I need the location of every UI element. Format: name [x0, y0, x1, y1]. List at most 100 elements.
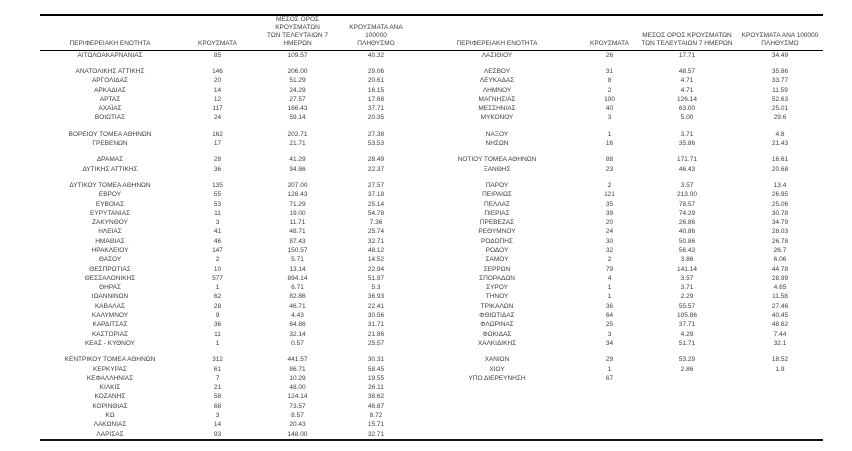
table-header: ΠΕΡΙΦΕΡΕΙΑΚΗ ΕΝΟΤΗΤΑ ΚΡΟΥΣΜΑΤΑ ΜΕΣΟΣ ΟΡΟ… — [40, 15, 823, 51]
per100k-cell: 32.1 — [773, 339, 787, 347]
cases-cell: 34 — [605, 339, 614, 347]
region-cell: ΑΧΑΪΑΣ — [98, 105, 122, 113]
avg7-cell: 3.57 — [680, 181, 694, 189]
region-cell: ΑΡΓΟΛΙΔΑΣ — [91, 77, 129, 85]
table-row: ΛΑΡΙΣΑΣ 93 148.00 32.71 — [40, 430, 823, 440]
table-row: ΗΛΕΙΑΣ 41 48.71 25.74 ΡΕΘΥΜΝΟΥ 24 40.86 28.03 — [40, 228, 823, 237]
cases-cell — [582, 430, 637, 440]
region-cell: ΘΕΣΣΑΛΟΝΙΚΗΣ — [84, 274, 136, 282]
region-cell: ΚΕΑΣ - ΚΥΘΝΟΥ — [84, 339, 136, 347]
separator-cell — [40, 60, 823, 67]
avg7-cell: 94.86 — [289, 165, 306, 173]
region-cell: ΚΕΝΤΡΙΚΟΥ ΤΟΜΕΑ ΑΘΗΝΩΝ — [64, 356, 156, 364]
table-row: ΘΗΡΑΣ 1 6.71 5.3 ΣΥΡΟΥ 1 3.71 4.65 — [40, 284, 823, 293]
table-row: ΚΕΦΑΛΛΗΝΙΑΣ 7 10.29 19.55 ΥΠΟ ΔΙΕΡΕΥΝΗΣΗ 67 — [40, 374, 823, 383]
cases-cell: 25 — [605, 321, 614, 329]
cases-cell: 1 — [607, 365, 612, 373]
header-cases-right-label: ΚΡΟΥΣΜΑΤΑ — [590, 40, 629, 47]
per100k-cell — [737, 421, 823, 430]
header-per100k-right: ΚΡΟΥΣΜΑΤΑ ΑΝΑ 100000 ΠΛΗΘΥΣΜΟ — [737, 15, 823, 51]
region-cell: ΛΕΥΚΑΔΑΣ — [479, 77, 515, 85]
cases-cell: 55 — [213, 191, 222, 199]
avg7-cell: 17.71 — [678, 51, 696, 59]
table-row: ΚΑΡΔΙΤΣΑΣ 36 64.86 31.71 ΦΛΩΡΙΝΑΣ 25 37.71 48.6… — [40, 321, 823, 330]
region-cell: ΚΕΦΑΛΛΗΝΙΑΣ — [86, 374, 134, 382]
region-cell: ΑΡΤΑΣ — [99, 95, 121, 103]
cases-cell: 121 — [604, 191, 615, 199]
separator-cell — [40, 174, 823, 181]
avg7-cell: 48.57 — [678, 67, 696, 75]
per100k-cell: 6.06 — [773, 256, 787, 264]
per100k-cell: 21.43 — [771, 140, 789, 148]
region-cell: ΘΕΣΠΡΩΤΙΑΣ — [89, 265, 131, 273]
cases-cell: 93 — [213, 430, 222, 438]
per100k-cell: 1.9 — [775, 365, 785, 373]
region-cell: ΚΑΡΔΙΤΣΑΣ — [92, 321, 128, 329]
per100k-cell — [737, 384, 823, 393]
cases-cell: 68 — [213, 402, 222, 410]
cases-cell: 100 — [604, 95, 615, 103]
per100k-cell: 11.59 — [772, 86, 788, 94]
header-region-right-label: ΠΕΡΙΦΕΡΕΙΑΚΗ ΕΝΟΤΗΤΑ — [456, 40, 538, 47]
region-cell: ΚΕΡΚΥΡΑΣ — [93, 365, 127, 373]
header-region-left-label: ΠΕΡΙΦΕΡΕΙΑΚΗ ΕΝΟΤΗΤΑ — [69, 40, 151, 47]
avg7-cell: 207.00 — [287, 181, 308, 189]
per100k-cell: 28.03 — [771, 228, 789, 236]
cases-cell: 7 — [215, 374, 220, 382]
per100k-cell: 37.71 — [367, 105, 385, 113]
per100k-cell: 25.01 — [771, 105, 789, 113]
region-cell — [412, 402, 582, 411]
cases-cell: 2 — [607, 256, 612, 264]
cases-cell — [582, 411, 637, 420]
cases-cell: 61 — [213, 365, 222, 373]
region-cell: ΧΑΝΙΩΝ — [484, 356, 510, 364]
region-cell: ΤΡΙΚΑΛΩΝ — [480, 302, 514, 310]
cases-cell: 135 — [212, 181, 223, 189]
region-cell: ΜΥΚΟΝΟΥ — [480, 114, 514, 122]
region-cell — [412, 384, 582, 393]
table-row: ΑΡΓΟΛΙΔΑΣ 20 51.29 20.61 ΛΕΥΚΑΔΑΣ 8 4.71 33.77 — [40, 77, 823, 86]
table-row: ΘΑΣΟΥ 2 5.71 14.52 ΣΑΜΟΥ 2 3.86 6.06 — [40, 256, 823, 265]
avg7-cell — [637, 411, 737, 420]
avg7-cell: 55.57 — [678, 302, 696, 310]
cases-cell: 85 — [213, 51, 222, 59]
per100k-cell: 35.86 — [771, 67, 789, 75]
per100k-cell: 11.58 — [772, 293, 788, 301]
table-row: ΚΕΝΤΡΙΚΟΥ ΤΟΜΕΑ ΑΘΗΝΩΝ 312 441.57 30.31 ΧΑΝΙ… — [40, 356, 823, 365]
cases-cell — [582, 402, 637, 411]
cases-cell: 9 — [215, 312, 220, 320]
table-row: ΚΕΡΚΥΡΑΣ 61 86.71 58.45 ΧΙΟΥ 1 2.86 1.9 — [40, 365, 823, 374]
per100k-cell: 46.87 — [367, 402, 385, 410]
per100k-cell: 14.52 — [367, 256, 385, 264]
cases-cell: 1 — [607, 293, 612, 301]
region-cell: ΕΥΒΟΙΑΣ — [95, 200, 125, 208]
header-cases-right: ΚΡΟΥΣΜΑΤΑ — [582, 15, 637, 51]
cases-cell: 1 — [607, 284, 612, 292]
region-cell: ΒΟΡΕΙΟΥ ΤΟΜΕΑ ΑΘΗΝΩΝ — [68, 130, 152, 138]
cases-cell: 16 — [605, 140, 614, 148]
per100k-cell: 32.71 — [367, 237, 385, 245]
avg7-cell: 37.71 — [678, 321, 696, 329]
per100k-cell: 54.78 — [367, 209, 385, 217]
per100k-cell: 30.31 — [367, 356, 385, 364]
cases-cell: 1 — [215, 284, 220, 292]
per100k-cell — [737, 411, 823, 420]
avg7-cell: 35.86 — [678, 140, 696, 148]
per100k-cell: 28.49 — [367, 156, 385, 164]
per100k-cell: 25.14 — [367, 200, 385, 208]
per100k-cell: 7.36 — [369, 219, 383, 227]
avg7-cell: 24.29 — [289, 86, 306, 94]
avg7-cell: 11.71 — [289, 219, 306, 227]
region-cell: ΗΜΑΘΙΑΣ — [95, 237, 125, 245]
avg7-cell: 206.00 — [287, 67, 308, 75]
avg7-cell: 26.86 — [678, 219, 696, 227]
cases-cell: 36 — [605, 302, 614, 310]
separator-row — [40, 174, 823, 181]
avg7-cell: 150.57 — [287, 246, 308, 254]
cases-cell: 24 — [213, 114, 222, 122]
cases-cell: 26 — [605, 51, 614, 59]
header-region-right: ΠΕΡΙΦΕΡΕΙΑΚΗ ΕΝΟΤΗΤΑ — [412, 15, 582, 51]
cases-cell: 10 — [213, 265, 222, 273]
region-cell: ΘΗΡΑΣ — [99, 284, 121, 292]
cases-cell: 46 — [213, 237, 222, 245]
